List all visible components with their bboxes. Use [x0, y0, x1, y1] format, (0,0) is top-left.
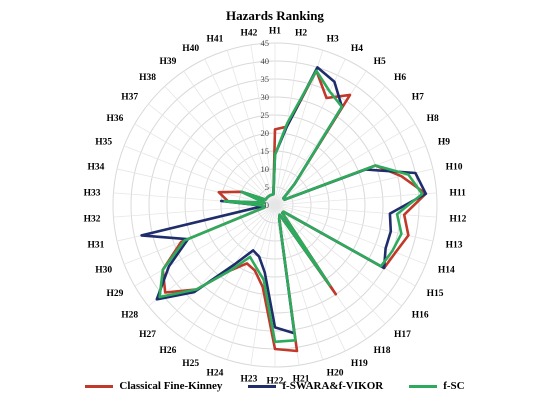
category-label: H24 — [207, 369, 224, 379]
category-label: H14 — [438, 265, 455, 275]
tick-label: 30 — [261, 92, 270, 102]
grid-spoke — [274, 204, 437, 218]
grid-spoke — [274, 204, 402, 307]
tick-label: 15 — [261, 146, 270, 156]
tick-label: 25 — [261, 110, 270, 120]
grid-spoke — [274, 70, 367, 206]
legend-swatch — [248, 384, 277, 388]
radial-tick-labels: 0 5 10 15 20 25 30 35 40 45 — [261, 38, 270, 210]
category-label: H17 — [394, 330, 411, 340]
category-labels: H1 H2H3H4H5H6H7H8H9H10H11H12H13H14H15H16H… — [84, 27, 467, 387]
grid-spoke — [274, 204, 426, 265]
series-layer — [140, 66, 428, 353]
category-label: H7 — [412, 92, 424, 102]
tick-label: 45 — [261, 38, 270, 48]
legend-item: f-SC — [409, 380, 465, 392]
category-label: H34 — [88, 163, 105, 173]
grid-spoke — [148, 204, 276, 307]
category-label: H2 — [295, 29, 307, 39]
category-label: H15 — [427, 289, 444, 299]
category-label: H36 — [107, 114, 124, 124]
grid-spoke — [183, 70, 276, 206]
chart-legend: Classical Fine-Kinney f-SWARA&f-VIKOR f-SC — [0, 376, 550, 396]
tick-label: 20 — [261, 128, 270, 138]
category-label: H27 — [139, 330, 156, 340]
grid-spoke — [164, 85, 276, 206]
radar-grid — [112, 42, 438, 368]
legend-item: f-SWARA&f-VIKOR — [248, 380, 383, 392]
tick-label: 0 — [265, 200, 269, 210]
category-label: H26 — [160, 346, 177, 356]
category-label: H23 — [240, 375, 257, 385]
category-label: H30 — [95, 265, 112, 275]
legend-label: Classical Fine-Kinney — [119, 380, 223, 392]
tick-label: 40 — [261, 56, 270, 66]
legend-label: f-SC — [443, 380, 465, 392]
category-label: H19 — [351, 359, 368, 369]
grid-spoke — [274, 123, 416, 206]
category-label: H13 — [446, 240, 463, 250]
legend-swatch — [85, 384, 114, 388]
category-label: H16 — [412, 311, 429, 321]
grid-spoke — [226, 50, 276, 206]
category-label: H11 — [450, 188, 467, 198]
category-label: H1 — [269, 27, 281, 37]
grid-spoke — [164, 204, 276, 325]
grid-spoke — [116, 168, 276, 206]
category-label: H33 — [84, 188, 101, 198]
category-label: H41 — [207, 34, 224, 44]
grid-spoke — [274, 204, 346, 352]
category-label: H18 — [374, 346, 391, 356]
category-label: H29 — [107, 289, 124, 299]
tick-label: 10 — [261, 164, 270, 174]
legend-swatch — [409, 384, 438, 388]
category-label: H42 — [240, 29, 257, 39]
grid-spoke — [113, 204, 276, 218]
grid-spoke — [250, 44, 276, 206]
grid-spoke — [204, 58, 276, 206]
category-label: H21 — [293, 375, 310, 385]
grid-spoke — [274, 204, 434, 242]
grid-spoke — [274, 103, 402, 206]
category-label: H10 — [446, 163, 463, 173]
category-label: H3 — [327, 34, 339, 44]
series-line-3 — [158, 69, 424, 344]
category-label: H22 — [267, 377, 284, 387]
category-label: H8 — [427, 114, 439, 124]
chart-title: Hazards Ranking — [226, 8, 324, 23]
grid-spoke — [274, 204, 324, 360]
tick-label: 35 — [261, 74, 270, 84]
category-label: H12 — [450, 215, 467, 225]
category-label: H35 — [95, 138, 112, 148]
legend-label: f-SWARA&f-VIKOR — [282, 380, 384, 392]
grid-spoke — [134, 204, 276, 287]
category-label: H28 — [121, 311, 138, 321]
grid-spoke — [274, 192, 437, 206]
category-label: H37 — [121, 92, 138, 102]
category-label: H6 — [394, 73, 406, 83]
grid-spoke — [204, 204, 276, 352]
category-label: H31 — [88, 240, 105, 250]
grid-spoke — [134, 123, 276, 206]
category-label: H9 — [438, 138, 450, 148]
category-label: H20 — [327, 369, 344, 379]
category-label: H32 — [84, 215, 101, 225]
category-label: H38 — [139, 73, 156, 83]
tick-label: 5 — [265, 182, 269, 192]
grid-spoke — [148, 103, 276, 206]
legend-item: Classical Fine-Kinney — [85, 380, 222, 392]
grid-spoke — [274, 204, 386, 325]
category-label: H40 — [182, 44, 199, 54]
category-label: H39 — [160, 57, 177, 67]
category-label: H5 — [374, 57, 386, 67]
category-label: H4 — [351, 44, 363, 54]
grid-spoke — [226, 204, 276, 360]
category-label: H25 — [182, 359, 199, 369]
